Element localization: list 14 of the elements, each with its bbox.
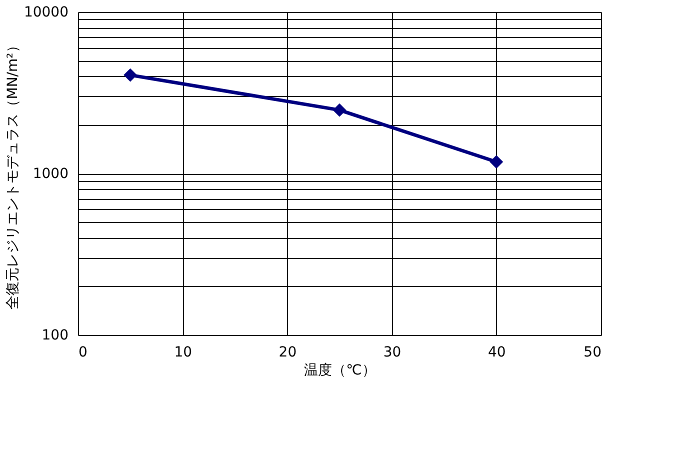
y-tick-label: 10000 bbox=[24, 4, 68, 20]
y-tick-label: 100 bbox=[42, 328, 68, 344]
point bbox=[124, 68, 138, 82]
x-tick-label: 0 bbox=[78, 344, 88, 360]
x-tick-label: 20 bbox=[278, 344, 297, 360]
point bbox=[490, 155, 504, 169]
x-axis-title: 温度（℃） bbox=[304, 362, 376, 378]
y-tick-label: 1000 bbox=[32, 166, 68, 182]
y-axis-title: 全復元レジリエントモデュラス（MN/m²） bbox=[4, 38, 21, 310]
x-tick-label: 30 bbox=[383, 344, 402, 360]
x-tick-label: 10 bbox=[174, 344, 192, 360]
x-tick-label: 40 bbox=[488, 344, 506, 360]
point bbox=[332, 103, 346, 117]
x-tick-label: 50 bbox=[584, 344, 602, 360]
